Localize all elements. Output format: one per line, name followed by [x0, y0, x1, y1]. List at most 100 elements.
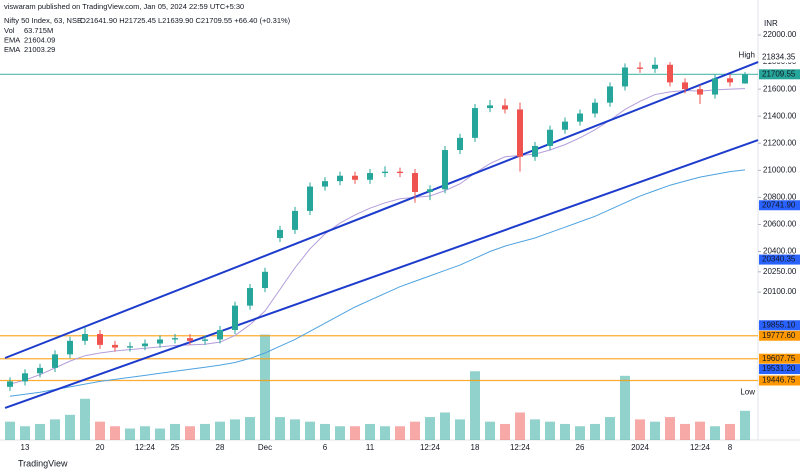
- volume-bar: [470, 371, 480, 440]
- candle-body: [502, 105, 508, 110]
- y-tick-label: 21000.00: [763, 165, 797, 174]
- plot: [0, 57, 759, 440]
- volume-bar: [230, 419, 240, 440]
- volume-bar: [620, 375, 630, 440]
- price-tag-label: 19531.20: [762, 364, 796, 373]
- candle-body: [157, 339, 163, 344]
- x-tick-label: 13: [21, 443, 30, 452]
- volume-bar: [95, 421, 105, 440]
- candle-body: [697, 89, 703, 95]
- volume-bar: [125, 428, 135, 440]
- volume-bar: [605, 417, 615, 440]
- candle-body: [202, 339, 208, 341]
- candle-body: [277, 229, 283, 238]
- indicator-name: Vol: [4, 26, 15, 35]
- candle-body: [472, 108, 478, 138]
- y-tick-label: 21200.00: [763, 138, 797, 147]
- candle-body: [607, 86, 613, 103]
- volume-bar: [650, 421, 660, 440]
- candle-body: [82, 334, 88, 341]
- x-tick-label: 12:24: [510, 443, 531, 452]
- volume-bar: [110, 426, 120, 440]
- x-tick-label: 12:24: [420, 443, 441, 452]
- volume-bar: [575, 426, 585, 440]
- candle-body: [97, 334, 103, 345]
- x-tick-label: 2024: [631, 443, 649, 452]
- volume-bar: [35, 423, 45, 440]
- price-tag: [759, 320, 800, 331]
- price-tag: [759, 330, 800, 341]
- volume-bar: [695, 421, 705, 440]
- volume-bar: [275, 417, 285, 440]
- volume-bar: [200, 423, 210, 440]
- candle-body: [367, 173, 373, 180]
- candle-body: [322, 181, 328, 187]
- volume-bar: [185, 426, 195, 440]
- volume-bar: [455, 419, 465, 440]
- volume-bar: [365, 423, 375, 440]
- candle-body: [637, 67, 643, 69]
- candle-body: [442, 150, 448, 190]
- volume-bar: [305, 421, 315, 440]
- x-tick-label: 12:24: [690, 443, 711, 452]
- candle-body: [487, 105, 493, 109]
- volume-bar: [740, 410, 750, 440]
- candle-body: [592, 102, 598, 114]
- volume-bar: [530, 419, 540, 440]
- volume-bar: [155, 428, 165, 440]
- volume-bar: [260, 334, 270, 440]
- price-tag-note: Low: [740, 388, 755, 397]
- candle-body: [667, 64, 673, 83]
- candle-body: [412, 173, 418, 192]
- candle-body: [382, 171, 388, 174]
- volume-bar: [140, 426, 150, 440]
- price-tag: [759, 364, 800, 375]
- candle-body: [427, 189, 433, 192]
- author-line: viswaram published on TradingView.com, J…: [4, 2, 244, 11]
- y-tick-label: 20800.00: [763, 192, 797, 201]
- volume-bar: [380, 426, 390, 440]
- volume-bar: [395, 426, 405, 440]
- candle-body: [232, 305, 238, 330]
- candle-body: [547, 129, 553, 146]
- price-tag-label: 20340.35: [762, 255, 796, 264]
- volume-bar: [710, 426, 720, 440]
- trend-line: [4, 139, 759, 409]
- brand: TradingView: [18, 458, 68, 468]
- candle-body: [532, 145, 538, 157]
- y-tick-label: 20400.00: [763, 247, 797, 256]
- price-tag: [759, 200, 800, 211]
- volume-bar: [560, 423, 570, 440]
- ema-line: [9, 88, 746, 385]
- candle-body: [337, 175, 343, 182]
- price-tag-label: 19855.10: [762, 320, 796, 329]
- volume-bar: [545, 421, 555, 440]
- candle-body: [217, 329, 223, 340]
- x-tick-label: Dec: [258, 443, 272, 452]
- price-tag: [759, 69, 800, 80]
- candle-body: [577, 113, 583, 122]
- candle-body: [262, 271, 268, 289]
- candle-body: [22, 373, 28, 382]
- volume-bar: [515, 412, 525, 440]
- indicator-value: 21003.29: [24, 45, 55, 54]
- candle-body: [247, 288, 253, 306]
- candle-body: [187, 338, 193, 341]
- volume-bar: [635, 419, 645, 440]
- candle-body: [127, 346, 133, 348]
- candle-body: [37, 367, 43, 374]
- price-tag-label: 19777.60: [762, 331, 796, 340]
- price-tag-label: 19607.75: [762, 354, 796, 363]
- candle-body: [307, 186, 313, 211]
- volume-bar: [215, 421, 225, 440]
- symbol: Nifty 50 Index, 63, NSE: [4, 16, 82, 25]
- ohlc: O21641.90 H21725.45 L21639.90 C21709.55 …: [80, 16, 291, 25]
- volume-bar: [725, 423, 735, 440]
- indicator-value: 21604.09: [24, 35, 55, 44]
- price-tag-note: High: [739, 51, 755, 60]
- y-tick-label: 22000.00: [763, 30, 797, 39]
- ema-line: [9, 169, 746, 397]
- candle-body: [172, 338, 178, 340]
- price-tag: [759, 375, 800, 386]
